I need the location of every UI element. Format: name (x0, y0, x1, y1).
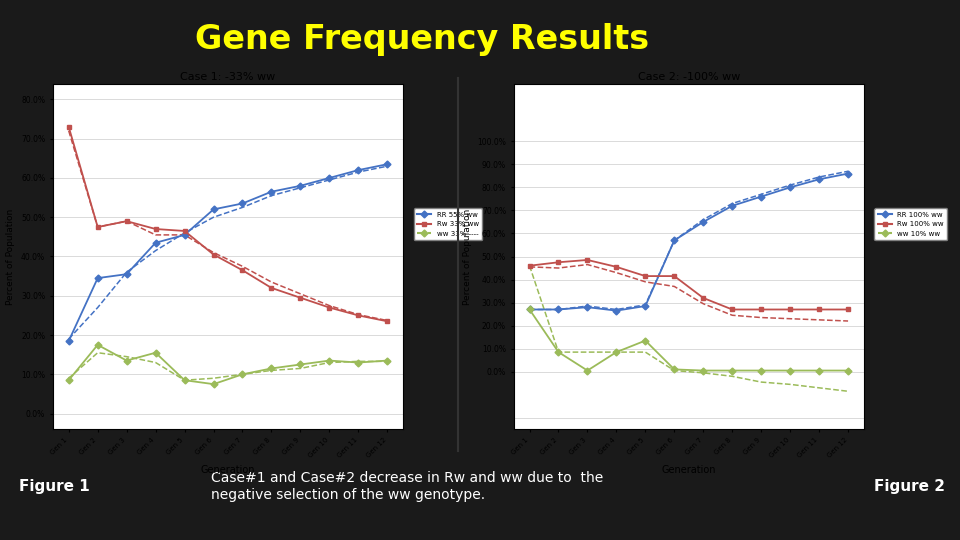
Legend: RR 100% ww, Rw 100% ww, ww 10% ww: RR 100% ww, Rw 100% ww, ww 10% ww (875, 208, 948, 240)
Text: Gene Frequency Results: Gene Frequency Results (195, 23, 650, 56)
Y-axis label: Percent of Population: Percent of Population (463, 208, 471, 305)
Y-axis label: Percent of Population: Percent of Population (7, 208, 15, 305)
X-axis label: Generation: Generation (661, 465, 716, 475)
X-axis label: Generation: Generation (201, 465, 255, 475)
Text: Figure 1: Figure 1 (19, 479, 90, 494)
Text: Figure 2: Figure 2 (874, 479, 945, 494)
Text: Case#1 and Case#2 decrease in Rw and ww due to  the
negative selection of the ww: Case#1 and Case#2 decrease in Rw and ww … (211, 471, 604, 502)
Legend: RR 55% ww, Rw 33% ww, ww 33% ----: RR 55% ww, Rw 33% ww, ww 33% ---- (414, 208, 482, 240)
Title: Case 2: -100% ww: Case 2: -100% ww (637, 71, 740, 82)
Title: Case 1: -33% ww: Case 1: -33% ww (180, 71, 276, 82)
